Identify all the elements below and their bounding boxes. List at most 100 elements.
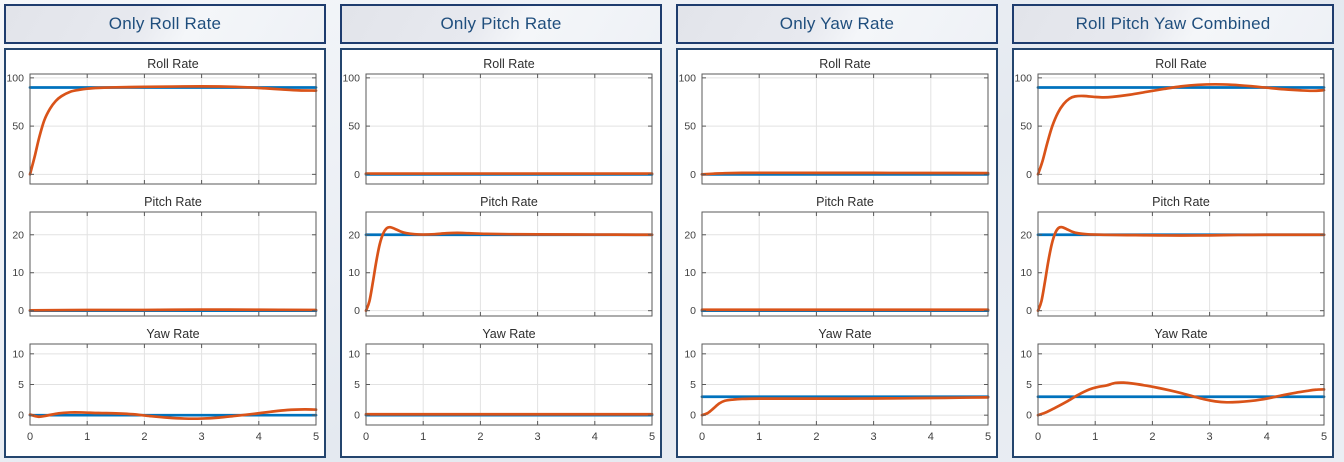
chart-title: Pitch Rate <box>480 195 538 209</box>
plot-yaw-rate: 0 5 10 0 1 2 3 4 5 <box>684 343 991 443</box>
panel-title: Roll Pitch Yaw Combined <box>1075 14 1271 33</box>
x-tick-label: 0 <box>27 431 33 443</box>
chart-pitch-rate: Pitch Rate 0 10 20 <box>342 194 660 317</box>
chart-yaw-rate: Yaw Rate 0 5 10 0 1 2 3 4 5 <box>6 326 324 445</box>
x-tick-label: 5 <box>1321 431 1327 443</box>
chart-title: Pitch Rate <box>144 195 202 209</box>
y-tick-label: 50 <box>12 121 24 133</box>
plot-roll-rate: 0 50 100 <box>342 73 654 185</box>
chart-pitch-rate: Pitch Rate 0 10 20 <box>6 194 324 317</box>
chart-title: Roll Rate <box>819 57 871 71</box>
y-tick-label: 0 <box>690 410 696 422</box>
x-tick-label: 5 <box>649 431 655 443</box>
y-tick-label: 10 <box>684 267 696 279</box>
y-tick-label: 0 <box>1026 169 1032 181</box>
x-tick-label: 0 <box>1035 431 1041 443</box>
chart-pitch-rate: Pitch Rate 0 10 20 <box>678 194 996 317</box>
panel-header: Only Pitch Rate <box>340 4 662 44</box>
y-tick-label: 0 <box>18 410 24 422</box>
panel-only-pitch-rate: Only Pitch Rate Roll Rate 0 50 100 Pitch Rat… <box>340 4 662 458</box>
x-tick-label: 2 <box>1149 431 1155 443</box>
y-tick-label: 20 <box>684 229 696 241</box>
y-tick-label: 0 <box>354 305 360 317</box>
chart-title: Roll Rate <box>1155 57 1207 71</box>
plot-pitch-rate: 0 10 20 <box>684 211 990 317</box>
chart-yaw-rate: Yaw Rate 0 5 10 0 1 2 3 4 5 <box>342 326 660 445</box>
plot-yaw-rate: 0 5 10 0 1 2 3 4 5 <box>1020 343 1327 443</box>
figure-only-yaw-rate: Roll Rate 0 50 100 Pitch Rate 0 10 20 Yaw Rate 0 5… <box>676 48 998 458</box>
y-tick-label: 10 <box>684 348 696 360</box>
y-tick-label: 0 <box>690 305 696 317</box>
y-tick-label: 50 <box>348 121 360 133</box>
plot-roll-rate: 0 50 100 <box>1014 73 1326 185</box>
x-tick-label: 5 <box>313 431 319 443</box>
chart-title: Yaw Rate <box>818 327 872 341</box>
panel-title: Only Roll Rate <box>108 14 222 33</box>
chart-title: Roll Rate <box>147 57 199 71</box>
y-tick-label: 20 <box>348 229 360 241</box>
plot-roll-rate: 0 50 100 <box>678 73 990 185</box>
y-tick-label: 0 <box>354 169 360 181</box>
plot-pitch-rate: 0 10 20 <box>1020 211 1326 317</box>
y-tick-label: 100 <box>342 73 360 84</box>
chart-title: Yaw Rate <box>146 327 200 341</box>
x-tick-label: 4 <box>256 431 262 443</box>
y-tick-label: 50 <box>1020 121 1032 133</box>
plot-pitch-rate: 0 10 20 <box>12 211 318 317</box>
chart-roll-rate: Roll Rate 0 50 100 <box>1014 56 1332 185</box>
plot-roll-rate: 0 50 100 <box>6 73 318 185</box>
x-tick-label: 5 <box>985 431 991 443</box>
x-tick-label: 1 <box>420 431 426 443</box>
chart-title: Roll Rate <box>483 57 535 71</box>
y-tick-label: 20 <box>12 229 24 241</box>
x-tick-label: 2 <box>477 431 483 443</box>
y-tick-label: 10 <box>348 267 360 279</box>
y-tick-label: 5 <box>690 379 696 391</box>
chart-title: Pitch Rate <box>816 195 874 209</box>
chart-roll-rate: Roll Rate 0 50 100 <box>678 56 996 185</box>
chart-title: Yaw Rate <box>482 327 536 341</box>
y-tick-label: 0 <box>354 410 360 422</box>
y-tick-label: 50 <box>684 121 696 133</box>
y-tick-label: 0 <box>1026 410 1032 422</box>
figure-roll-pitch-yaw-combined: Roll Rate 0 50 100 Pitch Rate 0 10 20 Yaw Rate 0 5… <box>1012 48 1334 458</box>
chart-roll-rate: Roll Rate 0 50 100 <box>6 56 324 185</box>
y-tick-label: 100 <box>6 73 24 84</box>
panel-header: Roll Pitch Yaw Combined <box>1012 4 1334 44</box>
x-tick-label: 1 <box>756 431 762 443</box>
y-tick-label: 10 <box>12 348 24 360</box>
y-tick-label: 0 <box>1026 305 1032 317</box>
y-tick-label: 20 <box>1020 229 1032 241</box>
x-tick-label: 4 <box>928 431 934 443</box>
x-tick-label: 3 <box>1207 431 1213 443</box>
x-tick-label: 3 <box>871 431 877 443</box>
plot-pitch-rate: 0 10 20 <box>348 211 654 317</box>
x-tick-label: 3 <box>199 431 205 443</box>
x-tick-label: 2 <box>813 431 819 443</box>
chart-pitch-rate: Pitch Rate 0 10 20 <box>1014 194 1332 317</box>
y-tick-label: 0 <box>18 305 24 317</box>
chart-roll-rate: Roll Rate 0 50 100 <box>342 56 660 185</box>
y-tick-label: 5 <box>354 379 360 391</box>
figure-only-roll-rate: Roll Rate 0 50 100 Pitch Rate 0 10 20 Yaw Rate 0 5… <box>4 48 326 458</box>
x-tick-label: 1 <box>1092 431 1098 443</box>
x-tick-label: 0 <box>363 431 369 443</box>
y-tick-label: 5 <box>1026 379 1032 391</box>
plot-yaw-rate: 0 5 10 0 1 2 3 4 5 <box>12 343 319 443</box>
chart-yaw-rate: Yaw Rate 0 5 10 0 1 2 3 4 5 <box>1014 326 1332 445</box>
y-tick-label: 10 <box>12 267 24 279</box>
figure-only-pitch-rate: Roll Rate 0 50 100 Pitch Rate 0 10 20 Yaw Rate 0 5… <box>340 48 662 458</box>
y-tick-label: 10 <box>1020 267 1032 279</box>
panel-only-roll-rate: Only Roll Rate Roll Rate 0 50 100 Pitch Rate… <box>4 4 326 458</box>
panel-title: Only Pitch Rate <box>440 14 562 33</box>
y-tick-label: 0 <box>18 169 24 181</box>
x-tick-label: 0 <box>699 431 705 443</box>
x-tick-label: 4 <box>1264 431 1270 443</box>
x-tick-label: 2 <box>141 431 147 443</box>
chart-yaw-rate: Yaw Rate 0 5 10 0 1 2 3 4 5 <box>678 326 996 445</box>
y-tick-label: 10 <box>348 348 360 360</box>
x-tick-label: 1 <box>84 431 90 443</box>
panel-header: Only Yaw Rate <box>676 4 998 44</box>
x-tick-label: 4 <box>592 431 598 443</box>
